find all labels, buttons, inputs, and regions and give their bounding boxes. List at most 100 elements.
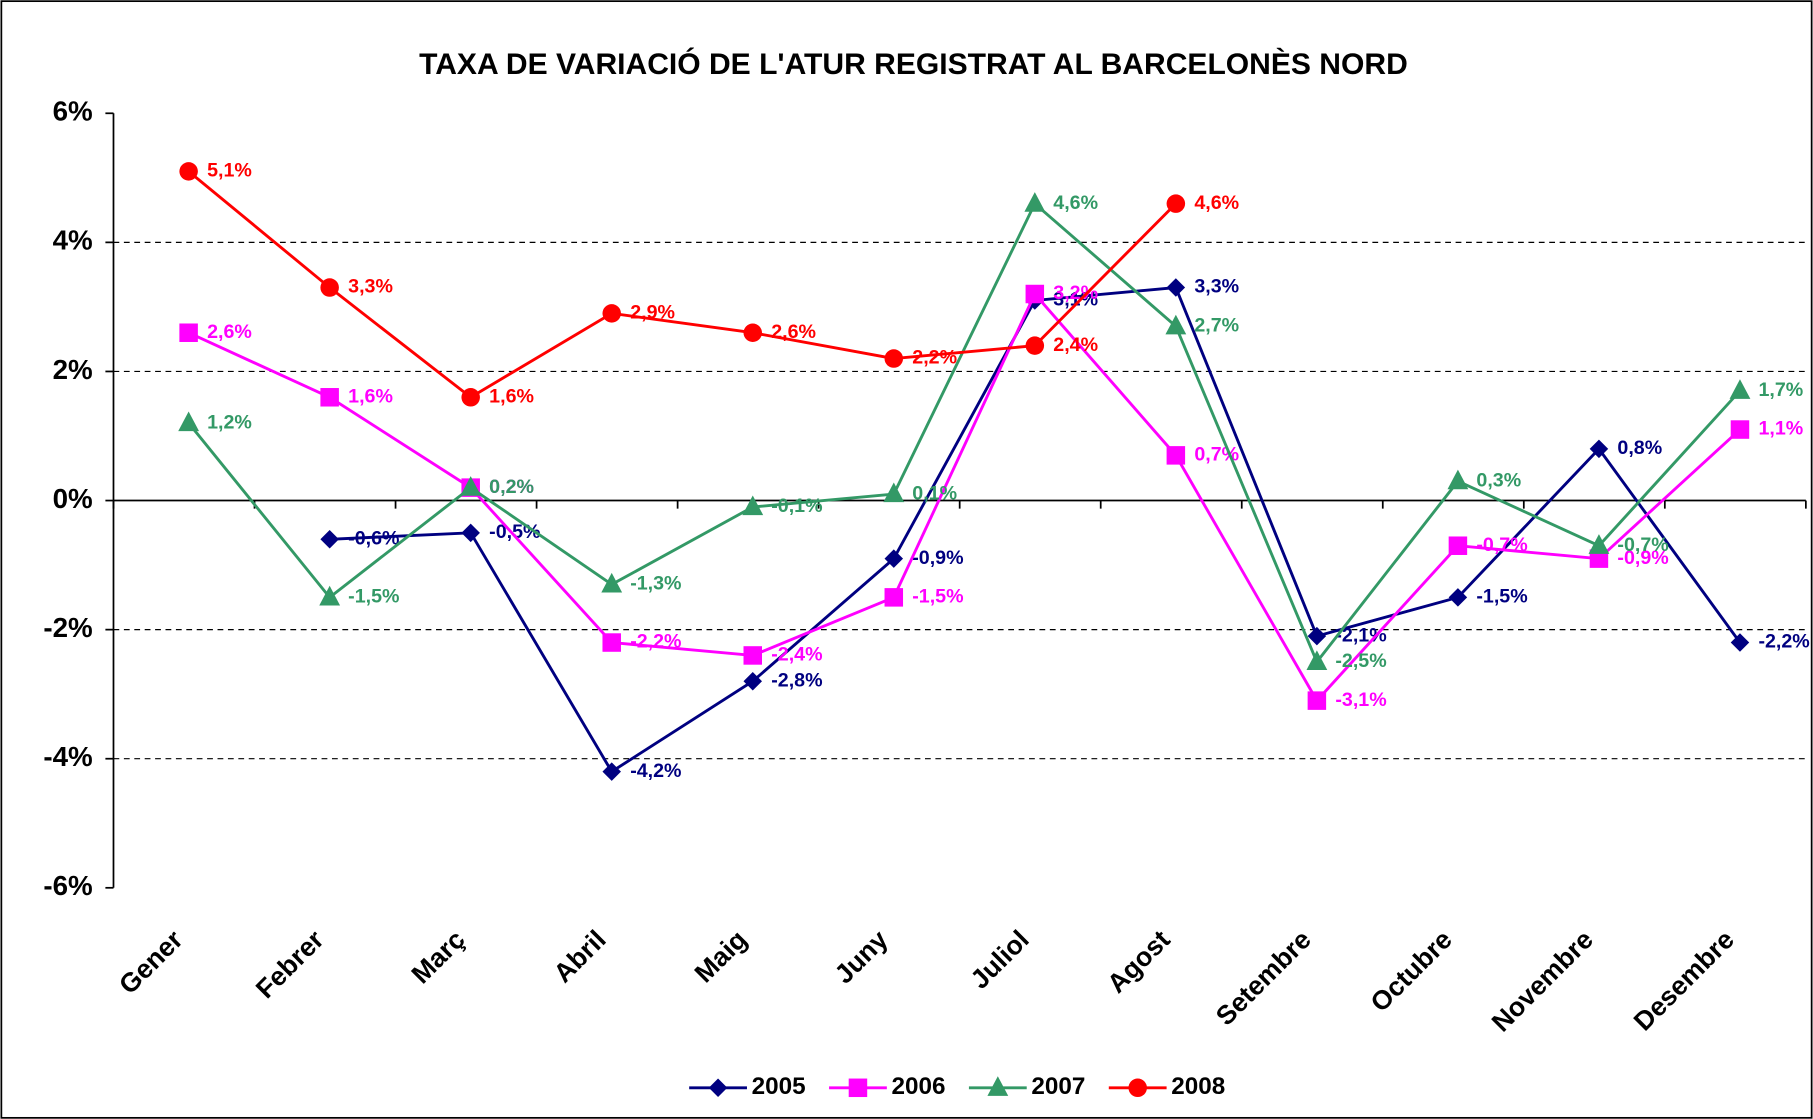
data-label: -1,5% (348, 586, 399, 608)
marker (1025, 336, 1045, 355)
chart-title: TAXA DE VARIACIÓ DE L'ATUR REGISTRAT AL … (419, 47, 1408, 81)
y-tick-label: -4% (43, 741, 92, 772)
marker (320, 278, 339, 297)
marker (884, 349, 904, 368)
marker (743, 646, 763, 665)
data-label: -4,2% (630, 760, 681, 782)
legend-label: 2008 (1171, 1073, 1225, 1100)
data-label: 3,3% (1194, 276, 1239, 298)
data-label: 1,7% (1758, 379, 1803, 401)
marker (1165, 314, 1187, 335)
marker (601, 572, 623, 593)
data-label: -2,8% (771, 669, 822, 691)
data-label: 5,1% (207, 160, 252, 182)
marker (461, 523, 480, 543)
marker (1307, 626, 1327, 646)
marker (602, 633, 621, 652)
data-label: -1,5% (912, 586, 963, 608)
data-label: -2,5% (1335, 650, 1386, 672)
series: 1,2% -1,5% 0,2% -1,3% -0,1% 0,1% 4,6% 2,7% -2,5%… (178, 192, 1803, 672)
marker (320, 388, 339, 407)
data-label: -0,7% (1617, 534, 1668, 556)
series: 2,6%1,6%0,2%-2,2%-2,4%-1,5%3,2%0,7%-3,1%… (179, 282, 1803, 711)
data-label: 1,2% (207, 411, 252, 433)
marker (848, 1078, 868, 1098)
marker (1166, 278, 1186, 297)
data-label: -2,1% (1335, 624, 1386, 646)
marker (884, 588, 904, 607)
marker (1166, 446, 1186, 465)
marker (319, 585, 341, 606)
y-tick-label: -2% (43, 612, 92, 643)
data-label: 2,6% (771, 321, 816, 343)
data-label: 0,3% (1476, 469, 1521, 491)
marker (179, 323, 198, 342)
data-label: 2,6% (207, 321, 252, 343)
marker (1448, 588, 1468, 607)
marker (1024, 192, 1046, 212)
legend: 2005 2006 2007 2008 (689, 1073, 1225, 1100)
data-label: -2,2% (630, 631, 681, 653)
marker (1447, 469, 1469, 490)
series-line (188, 291, 1741, 704)
y-tick-label: 0% (53, 483, 93, 514)
data-label: 3,2% (1053, 282, 1098, 304)
marker (461, 388, 480, 407)
marker (743, 672, 763, 691)
marker (320, 530, 339, 549)
marker (884, 549, 904, 568)
series: -0,6% -0,5%-4,2%-2,8%-0,9%3,1%3,3%-2,1%-1… (320, 276, 1810, 782)
data-label: 1,6% (348, 385, 393, 407)
marker (1730, 420, 1750, 439)
data-label: -0,9% (912, 547, 963, 569)
marker (1729, 379, 1751, 399)
data-label: 0,2% (489, 476, 534, 498)
data-label: 1,6% (489, 385, 534, 407)
series-line (187, 170, 1177, 400)
data-label: 2,9% (630, 302, 675, 324)
series: 5,1% 3,3% 1,6% 2,9% 2,6% 2,2% 2,4% 4,6% (179, 160, 1239, 407)
marker (1589, 549, 1609, 568)
y-tick-label: 4% (53, 225, 93, 256)
data-label: 4,6% (1053, 192, 1098, 214)
marker (742, 495, 764, 516)
data-label: -1,5% (1476, 586, 1527, 608)
marker (602, 762, 621, 781)
data-label: 1,1% (1758, 418, 1803, 440)
data-label: -2,2% (1758, 631, 1809, 653)
data-label: 2,4% (1053, 334, 1098, 356)
marker (178, 411, 200, 432)
data-label: -3,1% (1335, 689, 1386, 711)
data-label: 3,3% (348, 276, 393, 298)
data-label: 4,6% (1194, 192, 1239, 214)
y-tick-label: -6% (43, 870, 92, 901)
data-label: 2,2% (912, 347, 957, 369)
marker (1589, 439, 1609, 459)
marker (1128, 1078, 1147, 1098)
data-label: -1,3% (630, 573, 681, 595)
marker (1306, 650, 1328, 670)
marker (179, 162, 198, 181)
data-label: 0,1% (912, 482, 957, 504)
marker (1730, 633, 1750, 652)
legend-label: 2005 (752, 1073, 806, 1100)
series-line (187, 201, 1742, 665)
legend-label: 2006 (891, 1073, 945, 1100)
marker (1588, 534, 1610, 554)
marker (1166, 194, 1186, 213)
legend-label: 2007 (1031, 1073, 1085, 1100)
data-label: -2,4% (771, 644, 822, 666)
data-label: 0,2% (489, 476, 534, 498)
y-tick-label: 2% (53, 354, 93, 385)
marker (1307, 691, 1327, 710)
marker (1025, 284, 1045, 304)
data-label: -0,9% (1617, 547, 1668, 569)
data-label: 0,8% (1617, 437, 1662, 459)
data-label: -0,6% (348, 527, 399, 549)
marker (602, 304, 621, 323)
marker (743, 323, 763, 342)
data-label: -0,1% (771, 495, 822, 517)
marker (1448, 536, 1468, 555)
